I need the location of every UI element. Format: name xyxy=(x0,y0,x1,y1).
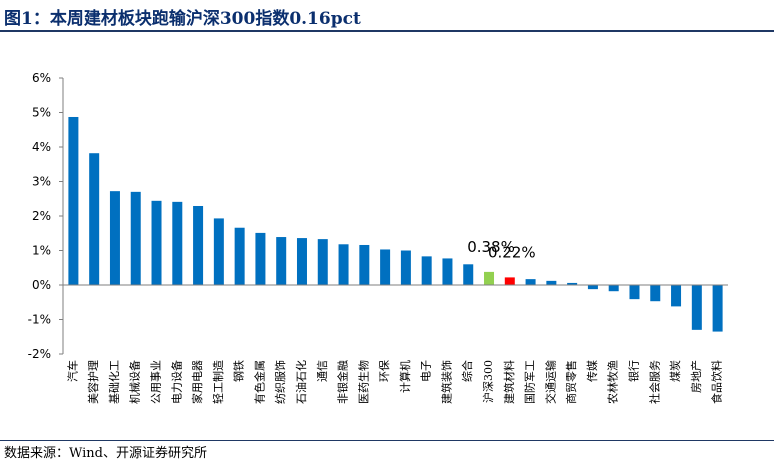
category-label: 交通运输 xyxy=(543,360,557,404)
category-label: 钢铁 xyxy=(233,360,246,382)
y-axis: -2% -1% 0% 1% 2% 3% 4% 5% 6% xyxy=(28,71,64,361)
bar xyxy=(130,191,141,285)
category-label: 基础化工 xyxy=(107,360,121,404)
bar-series xyxy=(68,116,723,332)
title-rule xyxy=(0,30,774,32)
y-tick-label: 0% xyxy=(32,278,51,292)
category-label: 银行 xyxy=(626,360,640,382)
category-label: 通信 xyxy=(316,360,329,382)
bar xyxy=(463,264,474,285)
bar xyxy=(151,200,162,285)
footer-rule xyxy=(0,440,774,441)
category-label: 计算机 xyxy=(398,360,412,393)
category-label: 环保 xyxy=(377,360,391,382)
bar-chart: -2%-1%0%1%2%3%4%5%6% 汽车 美容护理 基础化工 机械设备 公用事业电… xyxy=(28,71,728,404)
bar xyxy=(629,285,640,300)
category-label: 家用电器 xyxy=(190,360,204,404)
bar xyxy=(255,232,266,285)
category-label: 轻工制造 xyxy=(211,360,225,404)
bar xyxy=(525,279,536,285)
category-label: 电子 xyxy=(420,360,433,382)
category-label: 有色金属 xyxy=(252,360,266,404)
bar xyxy=(359,244,370,285)
bar xyxy=(68,116,79,285)
bar xyxy=(587,285,598,290)
category-label: 机械设备 xyxy=(128,360,142,404)
bar xyxy=(89,153,100,285)
y-tick-label: 3% xyxy=(32,175,51,189)
category-label: 食品饮料 xyxy=(710,360,724,404)
bar xyxy=(546,280,557,285)
source-note: 数据来源：Wind、开源证券研究所 xyxy=(4,446,207,461)
data-labels: 0.38%0.22% xyxy=(467,238,535,262)
category-label: 综合 xyxy=(460,360,474,382)
category-labels: 汽车 美容护理 基础化工 机械设备 公用事业 电力设备 家用电器 轻工制造 钢铁 有色金属 纺织服饰… xyxy=(65,360,723,404)
y-tick-label: 5% xyxy=(32,106,51,120)
bar xyxy=(109,191,120,285)
data-label: 0.38% xyxy=(467,238,515,256)
bar xyxy=(296,238,307,285)
category-label: 传媒 xyxy=(586,360,599,382)
bar xyxy=(421,256,432,285)
bar xyxy=(338,244,349,285)
bar xyxy=(712,285,723,332)
bar xyxy=(317,239,328,285)
bar xyxy=(442,258,453,285)
category-label: 电力设备 xyxy=(169,360,183,404)
bar xyxy=(400,250,411,285)
category-label: 非银金融 xyxy=(336,360,350,404)
bar xyxy=(504,277,515,285)
y-tick-label: 6% xyxy=(32,71,51,85)
category-label: 医药生物 xyxy=(356,360,370,404)
figure-title: 图1：本周建材板块跑输沪深300指数0.16pct xyxy=(4,9,361,29)
category-label: 建筑材料 xyxy=(502,360,516,404)
y-tick-label: 1% xyxy=(32,244,51,258)
category-label: 商贸零售 xyxy=(564,360,578,404)
bar xyxy=(193,205,204,285)
category-label: 纺织服饰 xyxy=(273,360,287,404)
bar xyxy=(172,201,183,285)
bar xyxy=(671,285,682,307)
bar xyxy=(276,237,287,285)
bar xyxy=(691,285,702,330)
category-label: 石油石化 xyxy=(294,360,308,404)
bar xyxy=(234,227,245,285)
bar xyxy=(567,282,578,285)
bar xyxy=(484,271,495,285)
category-label: 农林牧渔 xyxy=(606,360,620,404)
category-label: 房地产 xyxy=(689,360,703,393)
category-label: 汽车 xyxy=(65,360,79,382)
y-tick-label: -1% xyxy=(28,313,51,327)
bar xyxy=(213,218,224,285)
bar xyxy=(650,285,661,302)
category-label: 沪深300 xyxy=(481,360,495,403)
bar xyxy=(380,249,391,285)
category-label: 国防军工 xyxy=(523,360,537,404)
category-label: 社会服务 xyxy=(647,360,661,404)
y-tick-label: 2% xyxy=(32,209,51,223)
bar xyxy=(608,285,619,292)
data-label: 0.22% xyxy=(488,243,536,261)
category-label: 公用事业 xyxy=(150,360,163,404)
category-label: 煤炭 xyxy=(669,360,682,382)
category-label: 美容护理 xyxy=(86,360,100,404)
y-tick-label: -2% xyxy=(28,347,51,361)
y-tick-label: 4% xyxy=(32,140,51,154)
category-label: 建筑装饰 xyxy=(439,360,453,404)
